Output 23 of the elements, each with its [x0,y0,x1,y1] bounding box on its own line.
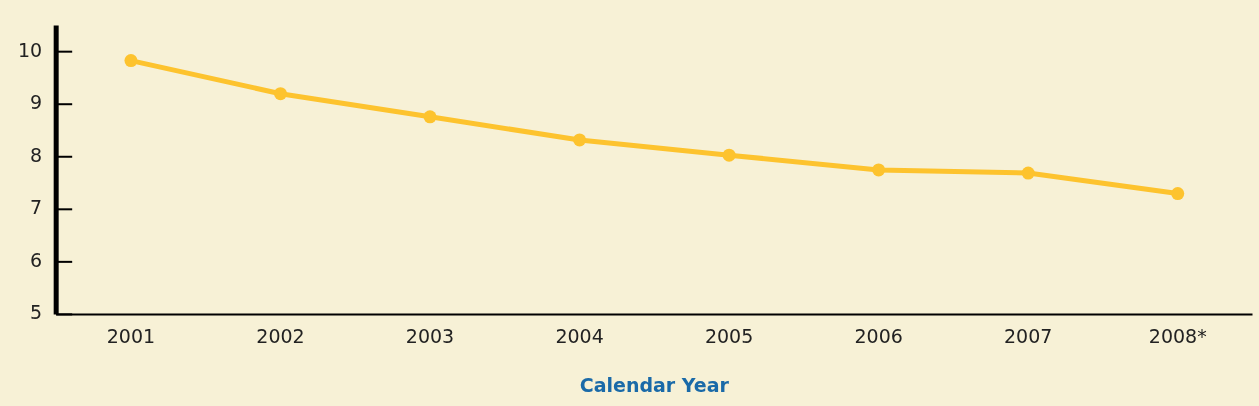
y-tick-label: 8 [30,143,43,166]
x-tick-label: 2003 [405,324,455,347]
point [124,54,138,68]
x-tick-label: 2001 [106,324,156,347]
y-tick-label: 10 [17,38,43,61]
point [273,87,287,101]
y-tick-label: 5 [30,301,43,324]
x-tick-label: 2004 [555,324,604,347]
point [423,110,437,124]
x-tick-label: 2002 [256,324,305,347]
point [872,163,886,177]
x-tick-label: 2007 [1004,324,1053,347]
x-tick-label: 2006 [854,324,903,347]
point [722,148,736,162]
x-tick-label: 2005 [704,324,754,347]
y-tick-label: 9 [30,91,43,114]
y-tick-label: 7 [30,196,43,219]
y-tick-label: 6 [30,248,43,271]
point [1021,166,1035,180]
point [573,133,587,147]
x-tick-label: 2008* [1148,324,1207,347]
x-axis-title: Calendar Year [579,373,730,396]
point [1171,187,1185,201]
